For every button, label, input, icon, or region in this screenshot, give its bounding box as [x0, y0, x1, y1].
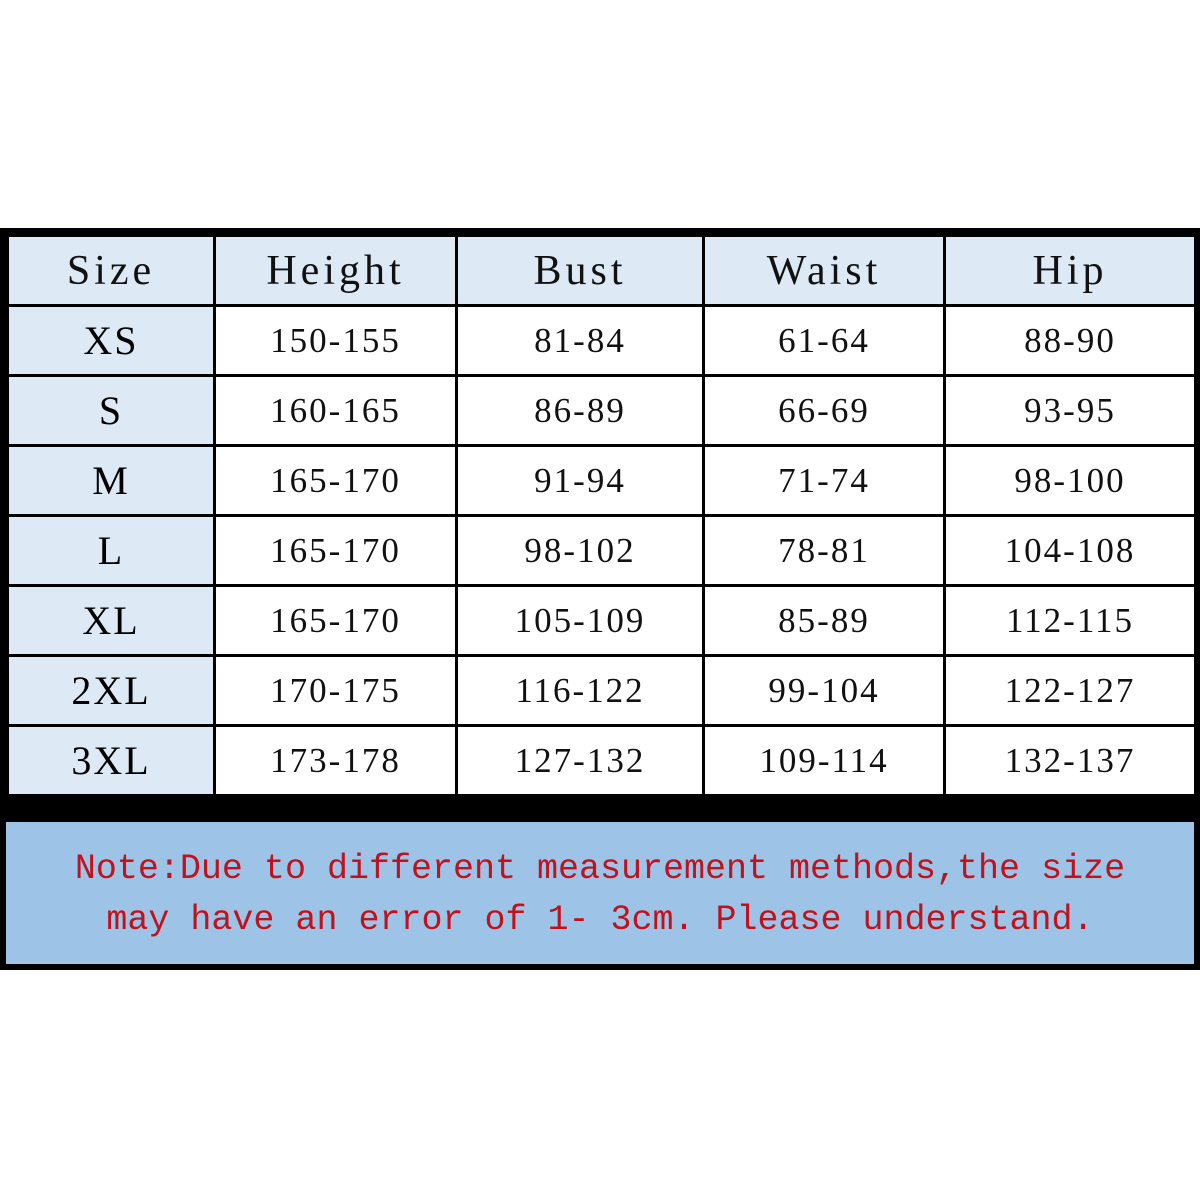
measurement-cell: 98-100 — [943, 444, 1197, 517]
measurement-cell: 170-175 — [213, 654, 458, 727]
measurement-cell: 112-115 — [943, 584, 1197, 657]
measurement-cell: 165-170 — [213, 514, 458, 587]
table-row: XL 165-170 105-109 85-89 112-115 — [6, 584, 1197, 657]
note-line-2: may have an error of 1- 3cm. Please unde… — [106, 900, 1094, 940]
size-cell: S — [6, 374, 216, 447]
table-row: 2XL 170-175 116-122 99-104 122-127 — [6, 654, 1197, 727]
measurement-cell: 86-89 — [455, 374, 705, 447]
table-row: S 160-165 86-89 66-69 93-95 — [6, 374, 1197, 447]
header-hip: Hip — [943, 234, 1197, 307]
measurement-cell: 116-122 — [455, 654, 705, 727]
measurement-cell: 150-155 — [213, 304, 458, 377]
header-row: Size Height Bust Waist Hip — [6, 234, 1197, 307]
measurement-cell: 81-84 — [455, 304, 705, 377]
size-chart-table: Size Height Bust Waist Hip XS 150-155 81-8… — [6, 234, 1197, 797]
measurement-cell: 99-104 — [702, 654, 946, 727]
measurement-cell: 85-89 — [702, 584, 946, 657]
measurement-cell: 109-114 — [702, 724, 946, 797]
note-line-1: Note:Due to different measurement method… — [74, 849, 1126, 889]
measurement-cell: 98-102 — [455, 514, 705, 587]
table-row: L 165-170 98-102 78-81 104-108 — [6, 514, 1197, 587]
measurement-cell: 165-170 — [213, 444, 458, 517]
measurement-cell: 165-170 — [213, 584, 458, 657]
header-bust: Bust — [455, 234, 705, 307]
measurement-cell: 66-69 — [702, 374, 946, 447]
measurement-cell: 104-108 — [943, 514, 1197, 587]
table-row: XS 150-155 81-84 61-64 88-90 — [6, 304, 1197, 377]
measurement-cell: 88-90 — [943, 304, 1197, 377]
measurement-cell: 71-74 — [702, 444, 946, 517]
size-cell: L — [6, 514, 216, 587]
table-row: 3XL 173-178 127-132 109-114 132-137 — [6, 724, 1197, 797]
header-size: Size — [6, 234, 216, 307]
size-cell: 3XL — [6, 724, 216, 797]
header-waist: Waist — [702, 234, 946, 307]
measurement-cell: 160-165 — [213, 374, 458, 447]
header-height: Height — [213, 234, 458, 307]
size-cell: 2XL — [6, 654, 216, 727]
size-cell: XS — [6, 304, 216, 377]
measurement-cell: 173-178 — [213, 724, 458, 797]
table-row: M 165-170 91-94 71-74 98-100 — [6, 444, 1197, 517]
measurement-cell: 105-109 — [455, 584, 705, 657]
size-cell: M — [6, 444, 216, 517]
measurement-cell: 132-137 — [943, 724, 1197, 797]
measurement-cell: 61-64 — [702, 304, 946, 377]
measurement-cell: 93-95 — [943, 374, 1197, 447]
measurement-cell: 78-81 — [702, 514, 946, 587]
measurement-cell: 122-127 — [943, 654, 1197, 727]
measurement-cell: 127-132 — [455, 724, 705, 797]
size-cell: XL — [6, 584, 216, 657]
measurement-cell: 91-94 — [455, 444, 705, 517]
measurement-note: Note:Due to different measurement method… — [6, 822, 1194, 964]
